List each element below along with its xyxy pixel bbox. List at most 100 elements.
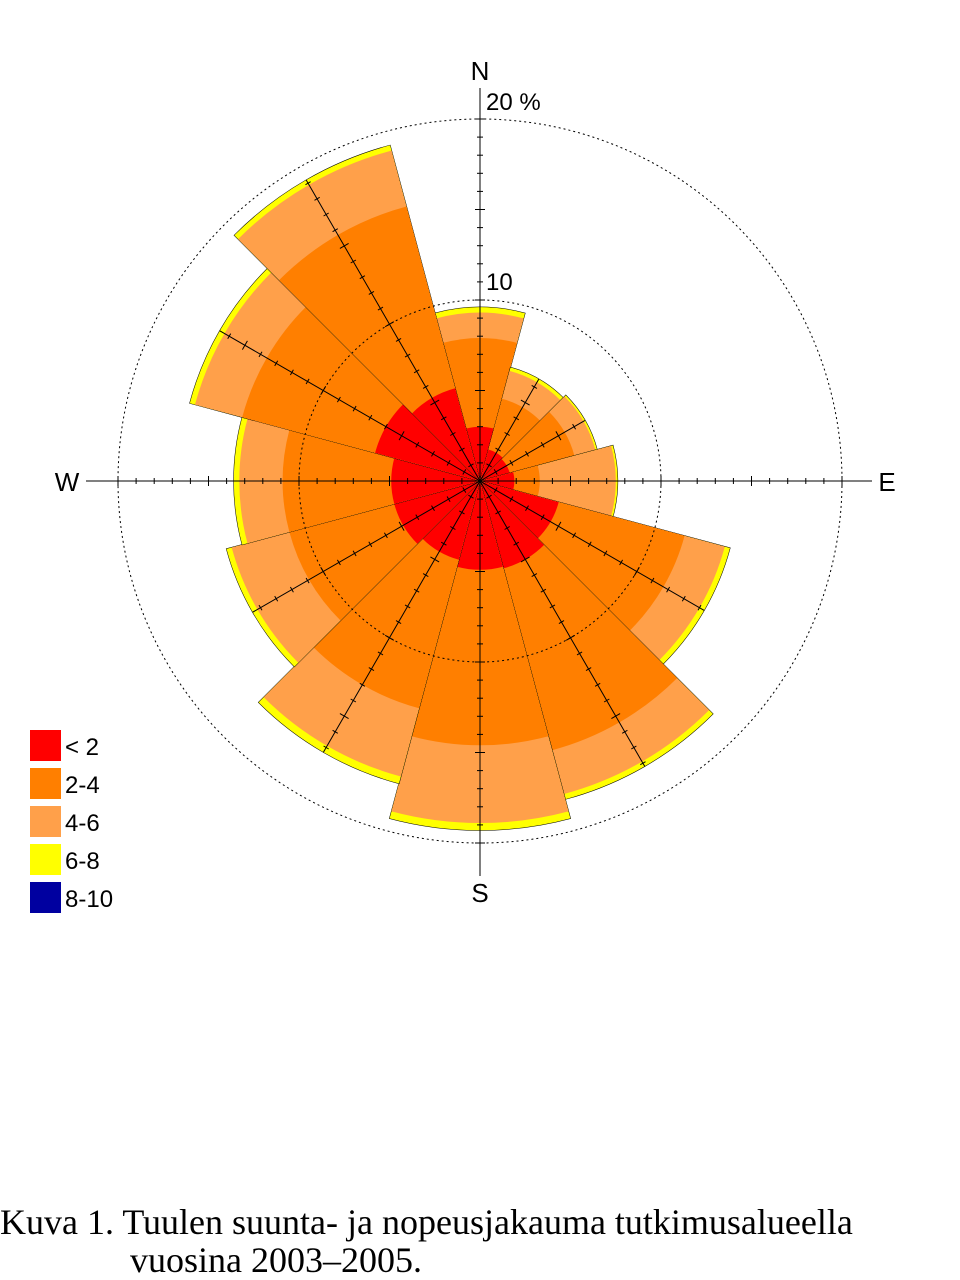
tick-330-5	[430, 399, 440, 406]
tick-210-13	[359, 682, 366, 687]
legend-label-4: 6-8	[65, 848, 100, 875]
tick-150-18	[640, 761, 646, 766]
tick-150-12	[585, 667, 592, 672]
tick-150-11	[576, 651, 583, 656]
tick-210-17	[323, 745, 329, 750]
tick-210-6	[422, 573, 429, 578]
tick-300-5	[398, 431, 405, 441]
tick-120-1	[493, 487, 498, 493]
tick-120-14	[697, 604, 702, 611]
tick-240-1	[462, 487, 467, 493]
tick-210-14	[350, 698, 357, 703]
legend-swatch-4	[30, 844, 61, 875]
tick-210-4	[440, 541, 447, 546]
tick-240-2	[446, 496, 451, 502]
tick-240-9	[336, 559, 341, 566]
legend-swatch-2	[30, 768, 61, 799]
tick-60-3	[525, 451, 529, 457]
tick-150-9	[558, 620, 565, 625]
compass-label-e: E	[878, 467, 895, 497]
tick-210-2	[459, 510, 465, 515]
radial-line-150	[479, 480, 646, 767]
tick-120-11	[650, 577, 655, 584]
tick-210-12	[368, 667, 375, 672]
tick-330-2	[459, 447, 465, 452]
compass-label-s: S	[471, 878, 488, 908]
wind-rose-chart: N E S W 10 20 % < 2 2-4 4-6 6-8 8-10	[30, 56, 896, 913]
tick-330-13	[359, 275, 366, 280]
tick-150-3	[504, 526, 510, 530]
tick-60-2	[509, 460, 514, 466]
tick-330-7	[413, 369, 420, 374]
tick-120-13	[681, 595, 686, 602]
tick-330-10	[384, 321, 395, 328]
tick-240-5	[398, 521, 405, 531]
tick-240-13	[274, 595, 279, 602]
compass-label-n: N	[471, 56, 490, 86]
tick-300-11	[305, 378, 310, 385]
tick-60-5	[555, 431, 562, 441]
tick-300-2	[446, 460, 451, 466]
tick-330-8	[404, 353, 411, 358]
tick-300-9	[336, 396, 341, 403]
tick-120-10	[633, 566, 640, 577]
tick-240-12	[289, 586, 294, 593]
tick-300-14	[258, 351, 263, 358]
tick-30-6	[531, 384, 538, 389]
tick-120-3	[525, 505, 529, 511]
tick-120-7	[587, 541, 592, 548]
tick-150-16	[621, 729, 628, 734]
tick-150-4	[513, 541, 520, 546]
radial-line-300	[219, 330, 481, 482]
tick-210-10	[384, 634, 395, 641]
tick-60-4	[540, 441, 545, 448]
tick-210-8	[404, 604, 411, 609]
tick-300-7	[368, 414, 373, 421]
tick-330-11	[377, 306, 384, 311]
ring-label-20: 20 %	[486, 89, 541, 116]
tick-300-16	[227, 333, 232, 340]
tick-210-5	[430, 556, 440, 563]
tick-150-10	[565, 634, 576, 641]
legend-swatch-3	[30, 806, 61, 837]
tick-210-3	[450, 526, 456, 530]
tick-150-17	[631, 745, 637, 750]
tick-240-14	[258, 604, 263, 611]
caption-line-2: vuosina 2003–2005.	[130, 1240, 422, 1280]
tick-30-4	[513, 416, 520, 421]
legend-label-5: 8-10	[65, 886, 113, 913]
sector-150-class-1	[480, 481, 544, 569]
tick-330-1	[468, 463, 474, 468]
tick-150-13	[594, 682, 601, 687]
tick-330-19	[305, 181, 311, 186]
tick-300-12	[289, 369, 294, 376]
tick-120-9	[619, 559, 624, 566]
tick-300-10	[320, 385, 327, 396]
tick-60-1	[493, 469, 498, 475]
sector-300-class-1	[375, 404, 480, 481]
tick-330-18	[314, 196, 320, 201]
tick-300-13	[274, 360, 279, 367]
tick-120-5	[555, 521, 562, 531]
radial-line-240	[252, 480, 481, 613]
tick-150-15	[611, 713, 621, 720]
tick-330-16	[332, 228, 339, 233]
tick-300-3	[431, 451, 435, 457]
tick-330-14	[350, 259, 357, 264]
tick-240-4	[415, 514, 420, 521]
tick-300-15	[241, 340, 248, 350]
tick-240-8	[352, 550, 357, 557]
sector-210-class-1	[422, 481, 480, 560]
radial-line-30	[479, 378, 540, 482]
tick-210-1	[468, 494, 474, 499]
tick-150-7	[540, 588, 547, 593]
tick-330-4	[440, 416, 447, 421]
tick-150-6	[531, 573, 538, 578]
tick-210-9	[395, 620, 402, 625]
legend-label-1: < 2	[65, 734, 99, 761]
tick-120-8	[603, 550, 608, 557]
tick-120-12	[666, 586, 671, 593]
tick-240-6	[383, 532, 388, 539]
tick-150-1	[486, 494, 492, 499]
sector-330-class-1	[412, 388, 480, 481]
